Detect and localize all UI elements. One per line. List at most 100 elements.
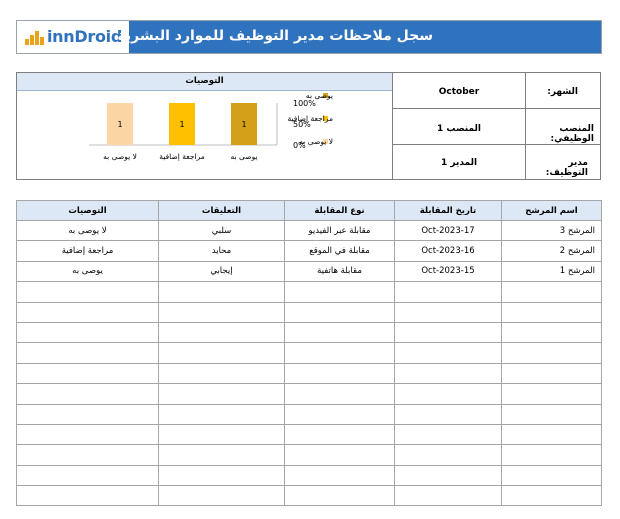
table-cell-name[interactable] — [501, 423, 602, 446]
table-cell-type[interactable] — [284, 403, 395, 425]
chart-title: التوصيات — [17, 73, 392, 91]
table-row — [16, 464, 602, 487]
table-cell-date[interactable] — [394, 362, 502, 385]
table-cell-comm[interactable] — [158, 321, 285, 344]
title-bar: سجل ملاحظات مدير التوظيف للموارد البشرية — [117, 21, 601, 53]
bar-data-label: 1 — [117, 120, 122, 129]
table-cell-rec[interactable] — [16, 301, 159, 323]
table-cell-rec[interactable] — [16, 423, 159, 446]
table-cell-type[interactable] — [284, 362, 395, 385]
x-tick-label: مراجعة إضافية — [159, 152, 205, 161]
table-cell-comm[interactable] — [158, 362, 285, 385]
bar-1 — [231, 103, 257, 145]
table-cell-comm[interactable] — [158, 342, 285, 364]
col-header-recommendations: التوصيات — [16, 200, 159, 221]
y-tick-label: 50% — [293, 120, 311, 129]
table-cell-rec[interactable]: مراجعة إضافية — [16, 240, 159, 262]
table-cell-comm[interactable]: محايد — [158, 240, 285, 262]
table-cell-rec[interactable] — [16, 383, 159, 405]
table-cell-date[interactable] — [394, 342, 502, 364]
table-cell-name[interactable] — [501, 383, 602, 405]
table-cell-comm[interactable] — [158, 444, 285, 466]
table-cell-name[interactable] — [501, 403, 602, 425]
table-cell-type[interactable] — [284, 281, 395, 303]
table-cell-comm[interactable] — [158, 423, 285, 446]
table-cell-type[interactable] — [284, 485, 395, 507]
table-cell-type[interactable] — [284, 444, 395, 466]
table-cell-comm[interactable]: إيجابي — [158, 260, 285, 283]
table-cell-type[interactable]: مقابلة في الموقع — [284, 240, 395, 262]
table-cell-name[interactable] — [501, 464, 602, 487]
table-cell-date[interactable] — [394, 444, 502, 466]
legend-label: يوصى به — [306, 91, 333, 100]
table-row — [16, 301, 602, 323]
col-header-type: نوع المقابلة — [284, 200, 395, 221]
table-row — [16, 342, 602, 364]
table-cell-rec[interactable] — [16, 403, 159, 425]
table-cell-date[interactable] — [394, 423, 502, 446]
table-cell-rec[interactable] — [16, 485, 159, 507]
table-cell-date[interactable]: 17-Oct-2023 — [394, 219, 502, 242]
table-cell-type[interactable]: مقابلة هاتفية — [284, 260, 395, 283]
bar-2 — [169, 103, 195, 145]
table-cell-name[interactable] — [501, 342, 602, 364]
table-cell-type[interactable] — [284, 321, 395, 344]
table-cell-comm[interactable] — [158, 464, 285, 487]
position-value: المنصب 1 — [437, 124, 481, 134]
table-cell-comm[interactable] — [158, 485, 285, 507]
table-cell-comm[interactable] — [158, 301, 285, 323]
table-cell-comm[interactable] — [158, 383, 285, 405]
table-header-row: اسم المرشح تاريخ المقابلة نوع المقابلة ا… — [16, 200, 602, 221]
table-cell-name[interactable] — [501, 301, 602, 323]
bar-data-label: 1 — [179, 120, 184, 129]
table-cell-type[interactable] — [284, 383, 395, 405]
table-cell-rec[interactable] — [16, 281, 159, 303]
table-cell-type[interactable] — [284, 342, 395, 364]
table-cell-comm[interactable] — [158, 281, 285, 303]
table-cell-type[interactable] — [284, 464, 395, 487]
manager-value: المدير 1 — [440, 158, 478, 168]
logo: innDroid — [17, 21, 129, 53]
table-cell-type[interactable]: مقابلة عبر الفيديو — [284, 219, 395, 242]
table-cell-rec[interactable] — [16, 342, 159, 364]
position-value-cell: المنصب 1 — [393, 109, 526, 145]
table-cell-type[interactable] — [284, 423, 395, 446]
table-cell-name[interactable] — [501, 321, 602, 344]
table-cell-rec[interactable] — [16, 362, 159, 385]
table-cell-date[interactable]: 16-Oct-2023 — [394, 240, 502, 262]
table-cell-comm[interactable]: سلبي — [158, 219, 285, 242]
col-header-name: اسم المرشح — [501, 200, 602, 221]
table-row — [16, 403, 602, 425]
table-cell-name[interactable]: المرشح 3 — [501, 219, 602, 242]
table-cell-comm[interactable] — [158, 403, 285, 425]
table-cell-name[interactable] — [501, 281, 602, 303]
table-cell-rec[interactable] — [16, 464, 159, 487]
table-cell-date[interactable] — [394, 464, 502, 487]
month-label-cell: الشهر: — [526, 73, 600, 109]
table-row — [16, 444, 602, 466]
table-cell-rec[interactable]: يوصى به — [16, 260, 159, 283]
table-cell-date[interactable] — [394, 281, 502, 303]
recommendations-chart: التوصيات 100% 50% 0% 1 يوصى به 1 مراجعة إضافية… — [17, 73, 393, 179]
table-cell-date[interactable] — [394, 301, 502, 323]
table-cell-rec[interactable] — [16, 321, 159, 344]
table-cell-date[interactable]: 15-Oct-2023 — [394, 260, 502, 283]
table-cell-date[interactable] — [394, 485, 502, 507]
table-cell-rec[interactable]: لا يوصى به — [16, 219, 159, 242]
info-panel: التوصيات 100% 50% 0% 1 يوصى به 1 مراجعة إضافية… — [16, 72, 601, 180]
table-cell-date[interactable] — [394, 321, 502, 344]
header-banner: innDroid سجل ملاحظات مدير التوظيف للموار… — [16, 20, 602, 54]
table-cell-name[interactable] — [501, 362, 602, 385]
x-tick-label: يوصى به — [230, 152, 257, 161]
manager-value-cell: المدير 1 — [393, 145, 526, 179]
table-cell-name[interactable]: المرشح 2 — [501, 240, 602, 262]
table-cell-type[interactable] — [284, 301, 395, 323]
table-cell-rec[interactable] — [16, 444, 159, 466]
legend-swatch — [323, 139, 328, 144]
table-cell-name[interactable] — [501, 444, 602, 466]
table-row — [16, 383, 602, 405]
table-cell-name[interactable] — [501, 485, 602, 507]
table-cell-date[interactable] — [394, 403, 502, 425]
table-cell-date[interactable] — [394, 383, 502, 405]
table-cell-name[interactable]: المرشح 1 — [501, 260, 602, 283]
